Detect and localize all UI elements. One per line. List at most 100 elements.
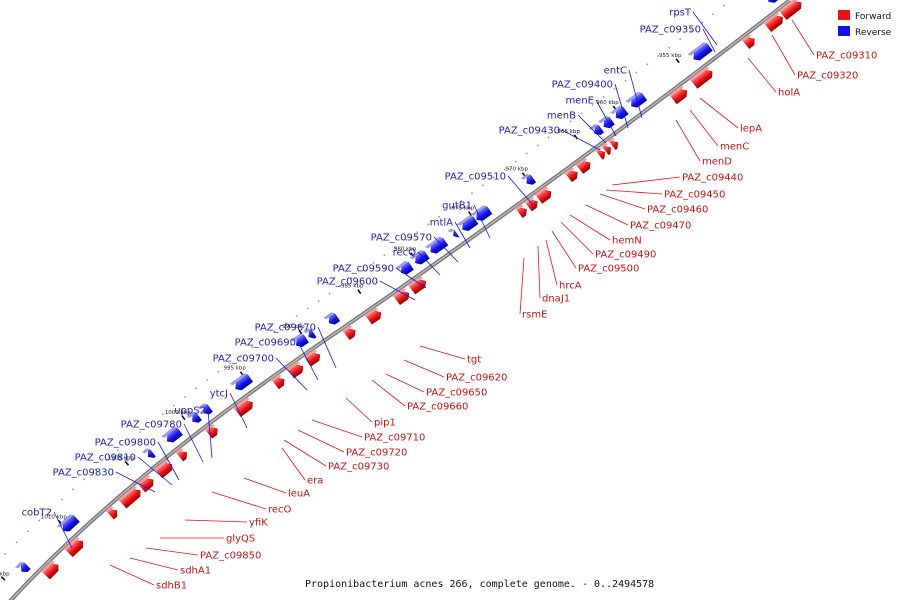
gene-label-paz_c09570[interactable]: PAZ_c09570 bbox=[371, 233, 432, 244]
gene-label-paz_c09350[interactable]: PAZ_c09350 bbox=[640, 25, 701, 36]
gene-label-hrca[interactable]: hrcA bbox=[559, 281, 582, 292]
gene-label-paz_c09430[interactable]: PAZ_c09430 bbox=[499, 126, 560, 137]
forward-gene-feature[interactable] bbox=[563, 166, 580, 183]
gene-label-menb[interactable]: menB bbox=[547, 111, 576, 122]
gene-label-recq[interactable]: recQ bbox=[393, 248, 417, 259]
gene-label-paz_c09700[interactable]: PAZ_c09700 bbox=[213, 354, 274, 365]
gene-label-paz_c09620[interactable]: PAZ_c09620 bbox=[446, 373, 507, 384]
gene-label-menc[interactable]: menC bbox=[720, 142, 749, 153]
gene-label-yfik[interactable]: yfiK bbox=[249, 518, 268, 529]
reverse-gene-feature[interactable] bbox=[609, 104, 629, 122]
gene-label-glyqs[interactable]: glyQS bbox=[226, 534, 255, 545]
reverse-gene-feature[interactable] bbox=[597, 115, 615, 132]
gene-label-paz_c09470[interactable]: PAZ_c09470 bbox=[630, 221, 691, 232]
reverse-gene-feature[interactable] bbox=[409, 249, 430, 268]
reverse-gene-feature[interactable] bbox=[141, 447, 156, 461]
gene-label-paz_c09440[interactable]: PAZ_c09440 bbox=[682, 173, 743, 184]
forward-gene-feature[interactable] bbox=[574, 157, 592, 175]
gene-label-upps2[interactable]: uppS2 bbox=[174, 406, 206, 417]
forward-gene-feature[interactable] bbox=[153, 459, 175, 480]
reverse-gene-feature[interactable] bbox=[762, 0, 786, 6]
gene-label-sdha1[interactable]: sdhA1 bbox=[180, 566, 211, 577]
reverse-gene-feature[interactable] bbox=[161, 425, 183, 446]
forward-gene-feature[interactable] bbox=[174, 447, 189, 463]
forward-gene-feature[interactable] bbox=[740, 33, 757, 50]
reverse-gene-feature[interactable] bbox=[395, 260, 414, 278]
forward-gene-feature[interactable] bbox=[667, 85, 690, 105]
gene-label-paz_c09500[interactable]: PAZ_c09500 bbox=[578, 264, 639, 275]
reverse-gene-feature[interactable] bbox=[197, 402, 213, 418]
reverse-gene-feature[interactable] bbox=[456, 214, 479, 234]
gene-label-paz_c09400[interactable]: PAZ_c09400 bbox=[552, 80, 613, 91]
reverse-gene-feature[interactable] bbox=[302, 327, 317, 341]
forward-gene-feature[interactable] bbox=[762, 11, 785, 33]
forward-gene-feature[interactable] bbox=[599, 142, 614, 156]
reverse-gene-feature[interactable] bbox=[14, 560, 31, 576]
forward-gene-feature[interactable] bbox=[606, 136, 621, 150]
gene-label-leua[interactable]: leuA bbox=[288, 489, 310, 500]
gene-label-rpst[interactable]: rpsT bbox=[669, 8, 692, 19]
gene-label-mtla[interactable]: mtlA bbox=[430, 218, 453, 229]
gene-label-pip1[interactable]: pip1 bbox=[374, 418, 396, 429]
forward-gene-feature[interactable] bbox=[117, 485, 143, 510]
gene-label-paz_c09320[interactable]: PAZ_c09320 bbox=[797, 71, 858, 82]
gene-label-paz_c09810[interactable]: PAZ_c09810 bbox=[75, 453, 136, 464]
gene-label-paz_c09670[interactable]: PAZ_c09670 bbox=[255, 323, 316, 334]
forward-gene-feature[interactable] bbox=[688, 66, 715, 90]
gene-label-paz_c09510[interactable]: PAZ_c09510 bbox=[445, 172, 506, 183]
gene-label-paz_c09780[interactable]: PAZ_c09780 bbox=[121, 420, 182, 431]
gene-label-sdhb1[interactable]: sdhB1 bbox=[156, 581, 187, 592]
gene-label-paz_c09450[interactable]: PAZ_c09450 bbox=[664, 190, 725, 201]
gene-label-paz_c09800[interactable]: PAZ_c09800 bbox=[95, 438, 156, 449]
reverse-gene-feature[interactable] bbox=[687, 41, 713, 64]
gene-label-paz_c09490[interactable]: PAZ_c09490 bbox=[595, 250, 656, 261]
gene-label-paz_c09730[interactable]: PAZ_c09730 bbox=[328, 462, 389, 473]
forward-gene-feature[interactable] bbox=[136, 474, 156, 493]
gene-label-reco[interactable]: recO bbox=[268, 505, 292, 516]
forward-gene-feature[interactable] bbox=[270, 373, 287, 390]
forward-gene-feature[interactable] bbox=[533, 186, 554, 205]
forward-gene-feature[interactable] bbox=[39, 559, 61, 580]
forward-gene-feature[interactable] bbox=[514, 203, 529, 219]
reverse-gene-feature[interactable] bbox=[424, 236, 449, 257]
forward-gene-feature[interactable] bbox=[593, 146, 608, 160]
gene-label-paz_c09600[interactable]: PAZ_c09600 bbox=[317, 277, 378, 288]
gene-label-mene[interactable]: menE bbox=[565, 96, 594, 107]
gene-label-paz_c09460[interactable]: PAZ_c09460 bbox=[647, 205, 708, 216]
forward-gene-feature[interactable] bbox=[104, 505, 119, 521]
gene-label-entc[interactable]: entC bbox=[604, 66, 627, 77]
reverse-gene-feature[interactable] bbox=[56, 513, 80, 535]
gene-label-gutb1[interactable]: gutB1 bbox=[442, 201, 472, 212]
forward-gene-feature[interactable] bbox=[777, 0, 804, 21]
forward-gene-feature[interactable] bbox=[341, 324, 358, 341]
gene-label-lepa[interactable]: lepA bbox=[740, 124, 762, 135]
forward-gene-feature[interactable] bbox=[363, 306, 383, 325]
reverse-gene-feature[interactable] bbox=[186, 411, 202, 427]
gene-label-hola[interactable]: holA bbox=[778, 88, 800, 99]
reverse-gene-feature[interactable] bbox=[520, 173, 537, 189]
forward-gene-feature[interactable] bbox=[406, 275, 429, 295]
gene-label-paz_c09720[interactable]: PAZ_c09720 bbox=[346, 448, 407, 459]
reverse-gene-feature[interactable] bbox=[588, 123, 605, 139]
reverse-gene-feature[interactable] bbox=[447, 228, 460, 241]
gene-label-era[interactable]: era bbox=[307, 476, 323, 487]
gene-label-mend[interactable]: menD bbox=[702, 157, 732, 168]
reverse-gene-feature[interactable] bbox=[625, 91, 648, 111]
reverse-gene-feature[interactable] bbox=[470, 204, 493, 224]
gene-label-hemn[interactable]: hemN bbox=[612, 236, 642, 247]
reverse-gene-feature[interactable] bbox=[229, 372, 254, 394]
gene-label-paz_c09650[interactable]: PAZ_c09650 bbox=[426, 388, 487, 399]
reverse-gene-feature[interactable] bbox=[323, 311, 341, 328]
gene-label-paz_c09660[interactable]: PAZ_c09660 bbox=[407, 402, 468, 413]
gene-label-paz_c09310[interactable]: PAZ_c09310 bbox=[816, 51, 877, 62]
forward-gene-feature[interactable] bbox=[63, 536, 86, 558]
gene-label-paz_c09710[interactable]: PAZ_c09710 bbox=[364, 433, 425, 444]
gene-label-ytcj[interactable]: ytcJ bbox=[210, 389, 228, 400]
gene-label-paz_c09590[interactable]: PAZ_c09590 bbox=[333, 264, 394, 275]
gene-label-dnaj1[interactable]: dnaJ1 bbox=[542, 294, 570, 305]
gene-label-tgt[interactable]: tgt bbox=[467, 355, 481, 366]
gene-label-paz_c09690[interactable]: PAZ_c09690 bbox=[235, 338, 296, 349]
gene-label-rsme[interactable]: rsmE bbox=[522, 310, 547, 321]
gene-label-paz_c09830[interactable]: PAZ_c09830 bbox=[53, 468, 114, 479]
gene-label-paz_c09850[interactable]: PAZ_c09850 bbox=[200, 551, 261, 562]
